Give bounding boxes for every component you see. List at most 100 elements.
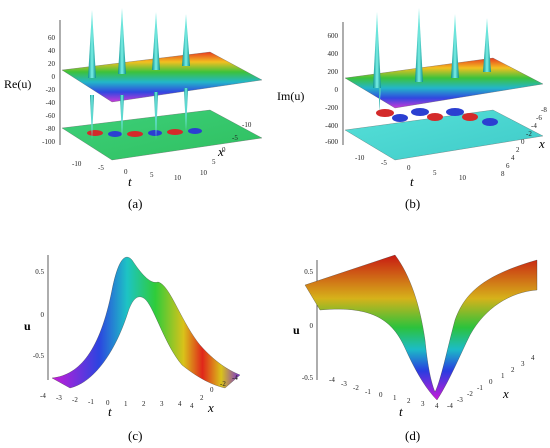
z-ticks-a: 60 40 20 0 -20 -40 -60 -80 -100 [42,34,55,146]
z-ticks-c: 0.5 0 -0.5 [33,268,45,360]
x-tick: 2 [511,366,515,374]
x-tick: -2 [467,390,473,398]
t-ticks-a: -10 -5 0 5 10 [72,160,182,182]
x-tick: 1 [501,372,505,380]
x-tick: 8 [501,170,505,178]
x-tick: -2 [220,380,226,388]
plot-b: 600 400 200 0 -200 -400 -600 Im(u) [277,8,547,189]
spikes [88,8,190,140]
z-tick: -400 [325,122,338,130]
t-tick: 0 [124,168,128,176]
t-tick: 3 [421,400,425,408]
x-tick: 4 [511,154,515,162]
z-axis-label: Re(u) [4,77,31,91]
t-tick: 2 [407,397,411,405]
t-ticks-c: -4 -3 -2 -1 0 1 2 3 4 [40,392,182,408]
x-axis-label: x [207,400,214,415]
z-tick: 0 [41,311,45,319]
t-tick: 0 [407,164,411,172]
t-tick: -1 [365,388,371,396]
z-ticks-b: 600 400 200 0 -200 -400 -600 [325,32,338,146]
z-tick: 60 [48,34,56,42]
t-tick: -1 [88,398,94,406]
spikes [373,8,491,112]
t-tick: -2 [72,396,78,404]
x-tick: 4 [531,354,535,362]
x-tick: -4 [447,402,453,410]
caption-a: (a) [128,196,143,211]
z-tick: 20 [48,60,56,68]
x-tick: 3 [521,360,525,368]
plot-c: 0.5 0 -0.5 u -4 -3 -2 -1 0 1 2 3 4 t 4 2… [24,255,241,419]
t-axis-label: t [410,174,414,189]
x-tick: 6 [506,162,510,170]
t-ticks-b: -10 -5 0 5 10 [355,154,467,182]
x-tick: -3 [457,396,463,404]
x-tick: 0 [222,146,226,154]
x-axis-label: x [217,144,224,159]
t-tick: -10 [72,160,82,168]
x-tick: -4 [232,374,238,382]
caption-d: (d) [405,428,421,443]
z-tick: 0 [310,322,314,330]
x-tick: -10 [242,121,252,129]
plot-a: 60 40 20 0 -20 -40 -60 -80 -100 Re(u) [4,8,263,189]
x-tick: -2 [526,130,532,138]
x-tick: -4 [531,122,537,130]
x-tick: 0 [521,138,525,146]
panel-b: 600 400 200 0 -200 -400 -600 Im(u) [275,0,550,215]
panel-c: 0.5 0 -0.5 u -4 -3 -2 -1 0 1 2 3 4 t 4 2… [0,230,275,448]
surface-upper [61,51,263,103]
z-tick: 0 [335,86,339,94]
t-axis-label: t [108,404,112,419]
soliton-surface [51,256,241,389]
t-tick: -4 [329,376,335,384]
panel-d: 0.5 0 -0.5 u -4 -3 -2 -1 0 1 2 3 4 t -4 … [275,230,550,448]
z-tick: 0 [52,73,56,81]
z-tick: -20 [46,86,56,94]
t-tick: 1 [124,400,128,408]
x-tick: -5 [232,134,238,142]
caption-b: (b) [405,196,421,211]
t-tick: -5 [381,159,387,167]
t-ticks-d: -4 -3 -2 -1 0 1 2 3 4 [329,376,439,410]
t-tick: -3 [341,380,347,388]
z-tick: 200 [328,68,339,76]
soliton-surface [304,254,538,401]
contour-blobs [376,108,498,126]
t-tick: -4 [40,392,46,400]
t-tick: 10 [459,174,467,182]
t-tick: -5 [98,164,104,172]
z-tick: -0.5 [33,352,45,360]
t-tick: 3 [160,400,164,408]
z-tick: 0.5 [35,268,44,276]
plot-d: 0.5 0 -0.5 u -4 -3 -2 -1 0 1 2 3 4 t -4 … [293,254,538,419]
x-ticks-b: -8 -6 -4 -2 0 2 4 6 8 [501,106,547,178]
t-tick: 5 [433,169,437,177]
z-tick: -60 [46,112,56,120]
z-axis-label: Im(u) [277,89,304,103]
t-tick: 2 [142,400,146,408]
t-tick: -3 [56,394,62,402]
z-tick: 600 [328,32,339,40]
z-tick: -200 [325,104,338,112]
t-axis-label: t [128,174,132,189]
z-tick: -40 [46,99,56,107]
z-tick: -0.5 [302,374,314,382]
t-tick: 4 [435,402,439,410]
t-tick: 10 [174,174,182,182]
z-axis-label: u [24,319,31,333]
contour-plane [61,109,263,161]
x-ticks-d: -4 -3 -2 -1 0 1 2 3 4 [447,354,535,410]
t-tick: 0 [106,399,110,407]
t-tick: 1 [393,394,397,402]
x-tick: 5 [212,158,216,166]
x-tick: -6 [536,114,542,122]
x-tick: 2 [200,394,204,402]
t-tick: 5 [150,171,154,179]
z-tick: -100 [42,138,55,146]
z-tick: 0.5 [304,268,313,276]
x-tick: 0 [210,386,214,394]
z-tick: -80 [46,125,56,133]
t-axis-label: t [399,404,403,419]
